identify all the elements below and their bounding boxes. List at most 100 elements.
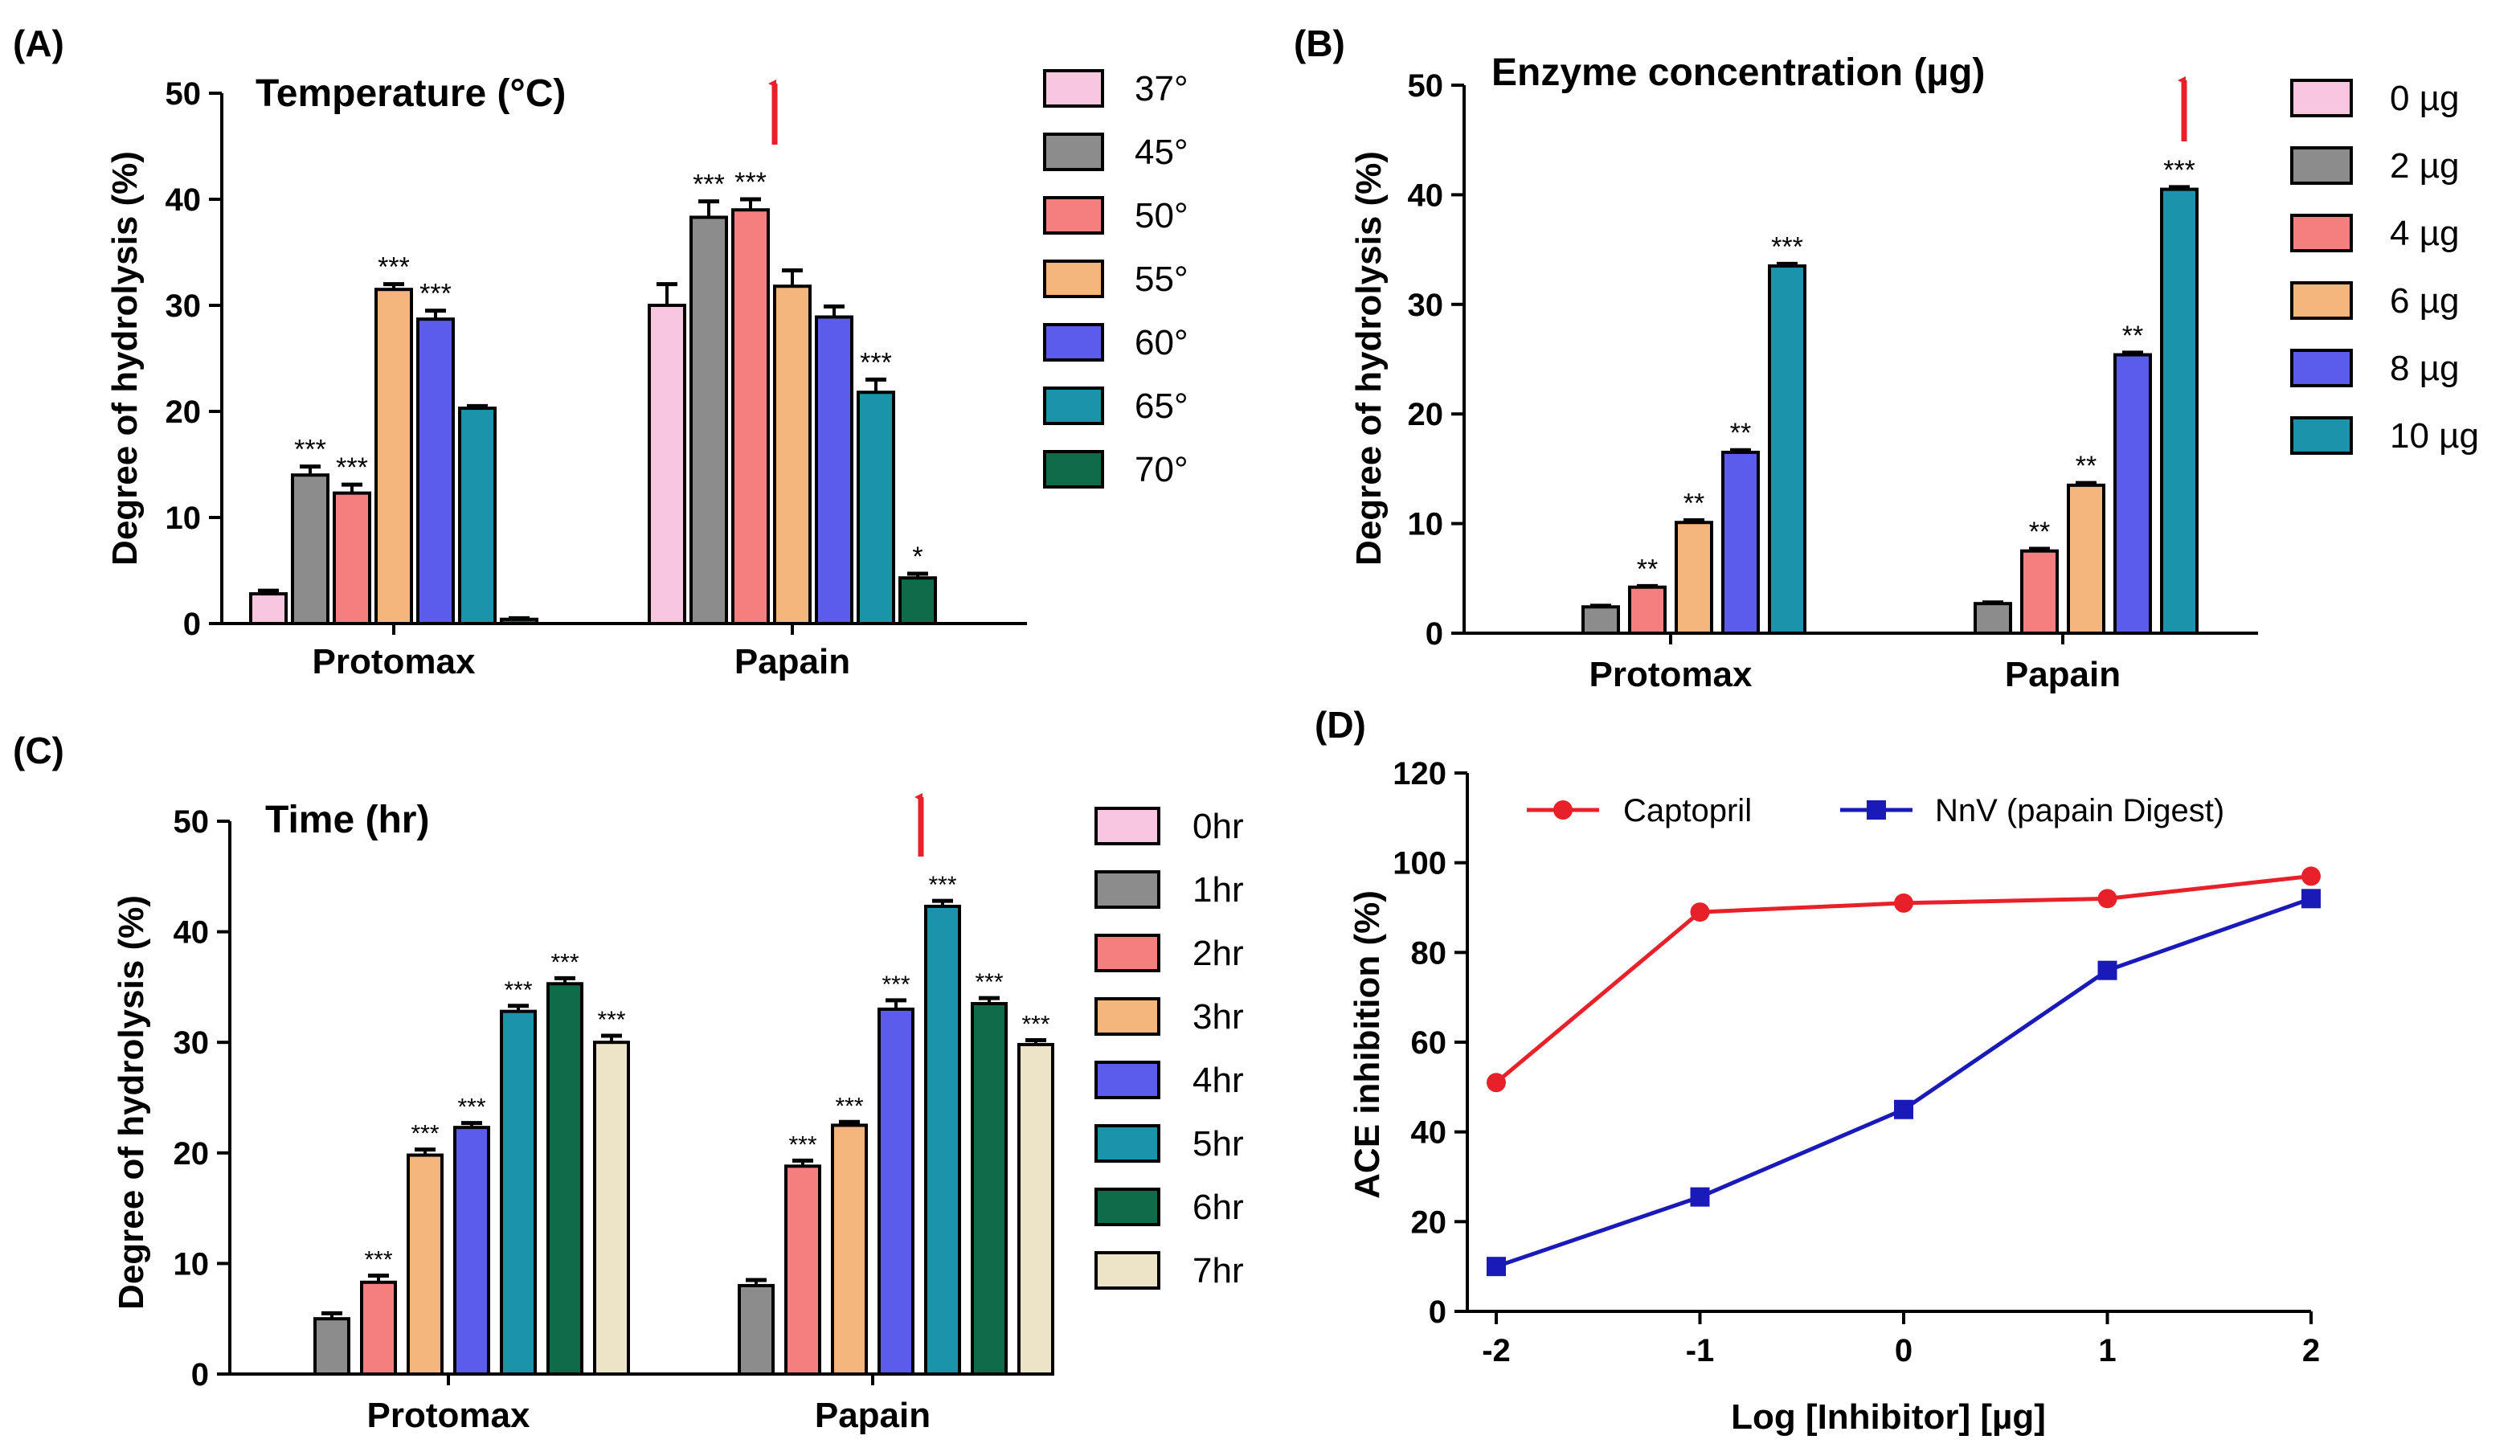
panel-a-legend: 37° 45° 50° 55° 60° 65° 70° [1043,69,1188,489]
panel-a-bar-papain-60 [815,315,853,625]
panel-a-y-tick-label: 20 [166,395,202,430]
panel-d-point-captopril [1690,902,1710,922]
panel-b-y-axis-label: Degree of hydrolysis (%) [1349,151,1389,566]
panel-c-significance-label: *** [597,1007,625,1033]
panel-c-significance-label: *** [788,1131,816,1158]
panel-a-significance-label: *** [419,279,452,309]
panel-d-legend-marker [1553,800,1573,820]
panel-d-legend: Captopril NnV (papain Digest) [1527,793,2224,828]
panel-c-bar-papain-5hr [924,904,961,1376]
panel-a-legend-label: 50° [1135,196,1188,235]
panel-a-legend-swatch [1043,69,1104,108]
panel-c-significance-label: *** [457,1094,485,1121]
panel-a-bar-protomax-60 [416,317,455,625]
panel-c-significance-label: *** [882,971,910,998]
panel-a-y-axis-label: Degree of hydrolysis (%) [105,151,145,566]
panel-c-significance-label: *** [411,1121,439,1147]
panel-b-y-tick-label: 50 [1408,68,1444,104]
panel-b-legend-label: 2 µg [2390,146,2460,186]
panel-d-y-axis-label: ACE inhibition (%) [1348,890,1387,1199]
panel-d-x-axis-label: Log [Inhibitor] [µg] [1731,1397,2046,1437]
panel-d-line-nnv-papain-digest [1495,896,2312,1269]
panel-b-category-label-protomax: Protomax [1589,655,1753,694]
panel-a-legend-swatch [1043,133,1104,171]
panel-a-bar-papain-70 [898,576,937,625]
panel-d-legend-label: NnV (papain Digest) [1935,793,2224,828]
panel-d-x-tick-label: -2 [1482,1333,1511,1368]
panel-b-legend-label: 10 µg [2390,416,2479,456]
panel-c-bar-protomax-7hr [593,1041,630,1376]
panel-d-y-tick-label: 100 [1393,846,1446,881]
panel-d-x-ticks: -2 -1 0 1 2 [1482,1311,2320,1368]
panel-c-bar-papain-3hr [831,1123,868,1376]
panel-c-legend-swatch [1094,1188,1160,1226]
panel-c-legend-label: 0hr [1192,807,1244,846]
panel-a-category-label-papain: Papain [734,642,850,681]
panel-c-legend: 0hr 1hr 2hr 3hr 4hr 5hr 6hr 7hr [1094,807,1244,1290]
panel-d-y-tick-label: 80 [1411,935,1447,971]
panel-d-ace-inhibition: 0 20 40 60 80 100 120 -2 -1 0 1 2 Captopril NnV (pa… [1348,756,2321,1437]
panel-a-y-tick-label: 0 [183,607,201,642]
panel-b-significance-label: ** [1683,489,1704,519]
panel-d-x-tick-label: 0 [1895,1333,1912,1368]
panel-a-bar-papain-65 [857,391,895,625]
panel-b-legend-swatch [2290,416,2353,455]
panel-c-bar-protomax-3hr [407,1153,444,1376]
panel-d-point-captopril [1487,1073,1506,1093]
panel-b-legend: 0 µg 2 µg 4 µg 6 µg 8 µg 10 µg [2290,79,2479,456]
panel-c-bar-protomax-5hr [500,1009,537,1376]
panel-b-bar-protomax-10-g [1768,264,1806,635]
panel-c-significance-label: *** [835,1093,863,1119]
panel-c-legend-swatch [1094,807,1160,845]
panel-a-legend-swatch [1043,260,1104,298]
panel-d-legend-label: Captopril [1623,793,1752,828]
panel-d-y-ticks: 0 20 40 60 80 100 120 [1393,756,1467,1330]
panel-b-legend-label: 6 µg [2390,281,2460,321]
panel-c-bar-protomax-4hr [453,1126,490,1376]
panel-c-significance-label: *** [975,969,1003,996]
panel-a-bar-protomax-55 [374,288,413,625]
panel-c-bar-papain-2hr [784,1164,821,1376]
panel-c-legend-label: 7hr [1192,1251,1244,1290]
panel-a-significance-label: *** [294,435,326,465]
panel-a-y-tick-label: 10 [166,501,202,536]
panel-b-bar-protomax-4-g [1628,585,1667,635]
panel-b-legend-swatch [2290,146,2353,185]
panel-b-y-tick-label: 30 [1408,288,1444,323]
panel-a-bar-papain-50 [731,208,770,625]
panel-a-bar-papain-37 [648,304,686,625]
panel-c-legend-swatch [1094,870,1160,909]
panel-d-point-nnv-papain-digest [2301,889,2321,909]
panel-b-legend-label: 8 µg [2390,349,2460,388]
panel-c-category-label-papain: Papain [815,1396,931,1435]
panel-a-bars: *************** ******* [249,167,937,626]
panel-b-y-tick-label: 40 [1408,178,1444,213]
panel-a-legend-swatch [1043,196,1104,235]
panel-a-legend-label: 45° [1135,133,1188,172]
panel-d-series [1487,866,2321,1277]
panel-d-point-captopril [2097,889,2117,909]
panel-a-bar-protomax-45 [291,473,329,626]
panel-letter-a: (A) [13,22,64,64]
panel-c-bar-papain-1hr [738,1283,775,1376]
panel-a-y-tick-label: 50 [166,76,202,112]
panel-d-y-tick-label: 20 [1411,1204,1447,1240]
panel-a-bar-papain-55 [773,284,812,625]
panel-a-y-tick-label: 30 [166,288,202,324]
panel-a-legend-label: 60° [1135,323,1188,362]
panel-a-legend-swatch [1043,323,1104,362]
panel-d-legend-marker [1867,800,1886,820]
panel-c-legend-swatch [1094,1124,1160,1163]
panel-c-categories: Protomax Papain [367,1374,931,1435]
panel-d-point-nnv-papain-digest [1894,1099,1913,1119]
panel-c-significance-label: *** [928,872,956,898]
panel-c-y-tick-label: 40 [174,915,210,951]
panel-b-title: Enzyme concentration (µg) [1491,51,1985,94]
panel-b-bar-protomax-6-g [1675,521,1713,636]
panel-d-y-tick-label: 60 [1411,1025,1447,1061]
panel-a-significance-label: *** [693,170,725,200]
panel-a-legend-label: 55° [1135,260,1188,299]
panel-a-bar-protomax-65 [458,407,497,625]
